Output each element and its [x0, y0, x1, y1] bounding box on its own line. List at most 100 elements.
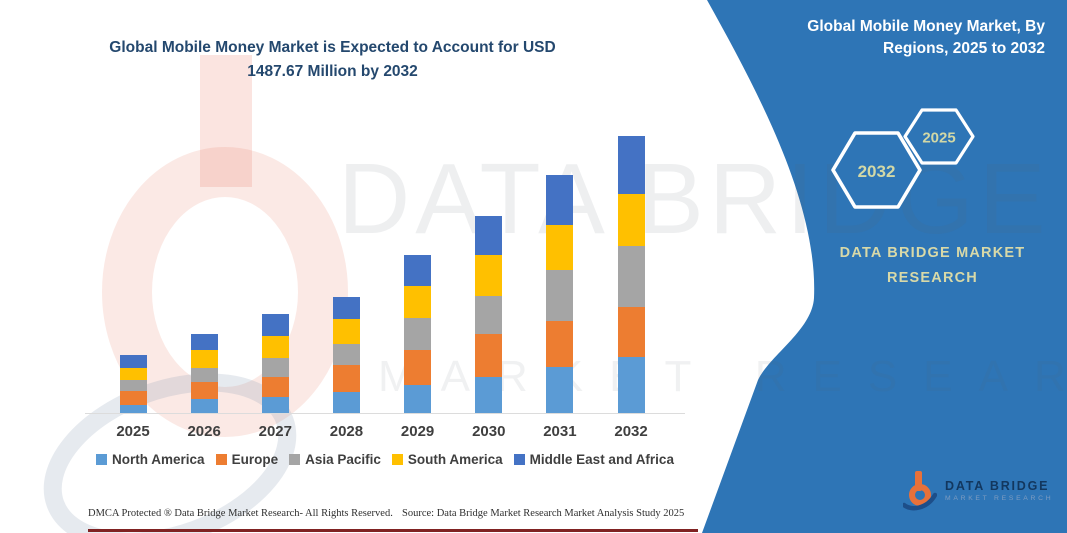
segment-2026-europe [190, 381, 218, 399]
bar-2029 [404, 254, 432, 413]
segment-2025-south-america [119, 368, 147, 380]
brand-wordmark: DATA BRIDGE MARKET RESEARCH [815, 241, 1050, 290]
hexagon-2032 [831, 131, 922, 209]
segment-2026-asia-pacific [190, 368, 218, 382]
segment-2032-north-america [617, 356, 645, 413]
bar-2026 [190, 334, 218, 413]
segment-2029-middle-east-and-africa [404, 254, 432, 287]
segment-2032-south-america [617, 193, 645, 247]
segment-2028-asia-pacific [332, 343, 360, 365]
x-axis-labels: 2025 2026 2027 2028 2029 2030 2031 2032 [0, 423, 1067, 443]
watermark-logo-bowl [102, 147, 348, 437]
blue-panel-shape [702, 0, 1067, 533]
bar-2032 [617, 136, 645, 413]
legend-marker-south-america [391, 454, 403, 465]
logo-swoosh [903, 492, 937, 511]
segment-2026-south-america [190, 349, 218, 369]
logo-b-bowl [909, 484, 931, 506]
segment-2025-asia-pacific [119, 379, 147, 392]
hexagon-2025-label: 2025 [922, 130, 955, 147]
legend-marker-europe [215, 454, 227, 465]
legend-item-middle-east-and-africa: Middle East and Africa [513, 452, 674, 467]
segment-2027-north-america [261, 396, 289, 413]
hexagon-2025 [903, 108, 975, 165]
panel-title: Global Mobile Money Market, By Regions, … [725, 16, 1045, 61]
legend-marker-north-america [96, 454, 108, 465]
x-label-2031: 2031 [543, 423, 577, 440]
segment-2030-asia-pacific [475, 295, 503, 334]
brand-line1: DATA BRIDGE MARKET [839, 245, 1026, 261]
segment-2031-south-america [546, 224, 574, 271]
hexagon-2032-label: 2032 [858, 162, 896, 181]
x-label-2025: 2025 [116, 423, 150, 440]
watermark-logo [43, 55, 348, 533]
segment-2031-asia-pacific [546, 270, 574, 321]
segment-2027-asia-pacific [261, 357, 289, 377]
x-label-2032: 2032 [614, 423, 648, 440]
legend-item-europe: Europe [215, 452, 278, 467]
segment-2031-north-america [546, 366, 574, 413]
x-label-2026: 2026 [187, 423, 221, 440]
bar-2027 [261, 313, 289, 413]
dbmr-logo-name: DATA BRIDGE [945, 478, 1050, 493]
legend-marker-middle-east-and-africa [513, 454, 525, 465]
legend: North America Europe Asia Pacific South Ame… [85, 452, 685, 467]
segment-2028-europe [332, 364, 360, 392]
segment-2029-europe [404, 349, 432, 385]
segment-2029-south-america [404, 286, 432, 318]
segment-2032-asia-pacific [617, 246, 645, 307]
segment-2025-europe [119, 391, 147, 405]
watermark-logo-stem [200, 55, 252, 187]
segment-2032-middle-east-and-africa [617, 136, 645, 194]
panel-title-line1: Global Mobile Money Market, By [807, 18, 1045, 35]
legend-label-north-america: North America [112, 452, 205, 467]
legend-item-south-america: South America [391, 452, 503, 467]
dbmr-logo-subname: MARKET RESEARCH [945, 494, 1054, 502]
segment-2025-north-america [119, 404, 147, 413]
segment-2030-north-america [475, 376, 503, 413]
bar-2025 [119, 354, 147, 413]
legend-marker-asia-pacific [289, 454, 301, 465]
segment-2031-middle-east-and-africa [546, 175, 574, 225]
chart-title: Global Mobile Money Market is Expected t… [60, 36, 605, 84]
legend-item-north-america: North America [96, 452, 205, 467]
segment-2031-europe [546, 320, 574, 367]
segment-2027-middle-east-and-africa [261, 313, 289, 336]
legend-label-asia-pacific: Asia Pacific [305, 452, 381, 467]
segment-2029-north-america [404, 384, 432, 413]
segment-2030-south-america [475, 255, 503, 296]
x-label-2027: 2027 [258, 423, 292, 440]
footer-divider-line [88, 529, 698, 532]
panel-title-line2: Regions, 2025 to 2032 [883, 40, 1045, 58]
legend-item-asia-pacific: Asia Pacific [289, 452, 381, 467]
dbmr-logo-mark [903, 471, 937, 511]
segment-2027-south-america [261, 335, 289, 358]
segment-2029-asia-pacific [404, 317, 432, 350]
legend-label-south-america: South America [407, 452, 503, 467]
plot-area [85, 120, 685, 414]
segment-2030-europe [475, 333, 503, 377]
x-label-2029: 2029 [400, 423, 435, 440]
chart-title-line1: Global Mobile Money Market is Expected t… [109, 39, 556, 56]
segment-2025-middle-east-and-africa [119, 354, 147, 369]
chart-title-line2: 1487.67 Million by 2032 [247, 63, 418, 81]
brand-line2: RESEARCH [887, 269, 978, 286]
x-label-2028: 2028 [329, 423, 364, 440]
bar-2030 [475, 215, 503, 413]
segment-2028-south-america [332, 319, 360, 344]
x-label-2030: 2030 [472, 423, 506, 440]
dbmr-logo: DATA BRIDGE MARKET RESEARCH [903, 468, 1053, 512]
segment-2026-middle-east-and-africa [190, 334, 218, 350]
footer-source: Source: Data Bridge Market Research Mark… [402, 508, 685, 519]
bar-2031 [546, 175, 574, 413]
legend-label-middle-east-and-africa: Middle East and Africa [529, 452, 674, 467]
segment-2030-middle-east-and-africa [475, 215, 503, 256]
footer-dmca: DMCA Protected ® Data Bridge Market Rese… [88, 508, 393, 519]
segment-2026-north-america [190, 398, 218, 413]
segment-2028-middle-east-and-africa [332, 296, 360, 320]
dbmr-logo-text: DATA BRIDGE MARKET RESEARCH [945, 479, 1053, 502]
segment-2028-north-america [332, 391, 360, 413]
